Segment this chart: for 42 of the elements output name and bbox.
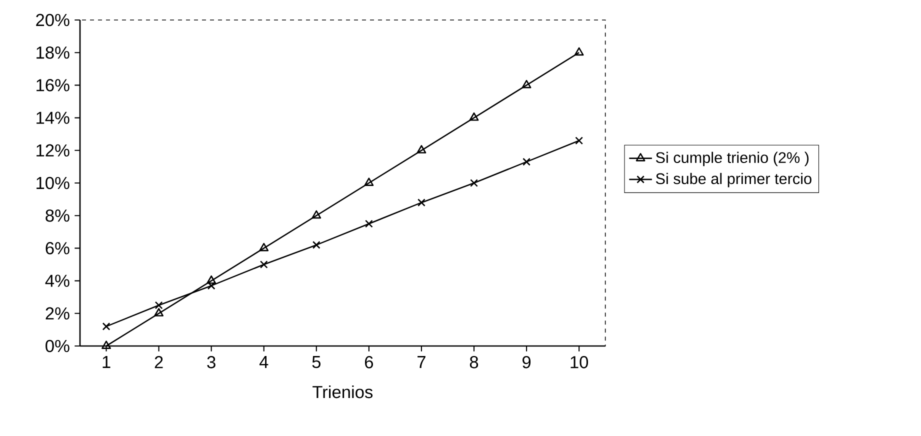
y-tick-label: 4% [45,274,70,287]
x-tick-label: 4 [259,356,268,368]
point [522,80,532,88]
x-tick-label: 5 [312,356,320,368]
x-tick-label: 8 [470,356,478,368]
point [102,340,111,350]
x-tick-label: 3 [207,356,216,368]
legend-label: Si sube al primer tercio [656,172,812,188]
point [417,198,426,207]
point [416,145,426,154]
y-tick-label: 8% [46,209,70,222]
point [364,220,373,228]
point [206,275,216,284]
y-tick-label: 0% [46,340,70,352]
x-tick-label: 9 [522,356,531,368]
x-axis-title: Trienios [312,385,373,398]
x-tick-label: 7 [418,356,426,368]
x-tick-label: 1 [102,356,110,368]
point [469,112,479,121]
point [102,322,110,330]
y-tick-label: 2% [46,307,70,320]
x-tick-label: 6 [364,356,373,368]
y-tick-label: 12% [36,144,70,157]
y-tick-label: 10% [36,176,70,190]
point [575,136,584,145]
point [259,242,269,252]
y-tick-label: 14% [36,112,70,124]
legend-label: Si cumple trienio (2% ) [656,152,809,166]
y-tick-label: 20% [36,14,70,26]
point [522,158,531,166]
x-tick-label: 10 [570,356,588,368]
point [364,178,374,186]
y-tick-label: 16% [36,79,70,92]
point [260,260,268,268]
x-tick-label: 2 [154,356,163,368]
y-tick-label: 6% [46,242,70,254]
point [574,47,584,56]
point [207,282,216,290]
point [470,179,478,187]
y-tick-label: 18% [36,46,70,59]
point [312,240,320,249]
point [312,210,322,219]
